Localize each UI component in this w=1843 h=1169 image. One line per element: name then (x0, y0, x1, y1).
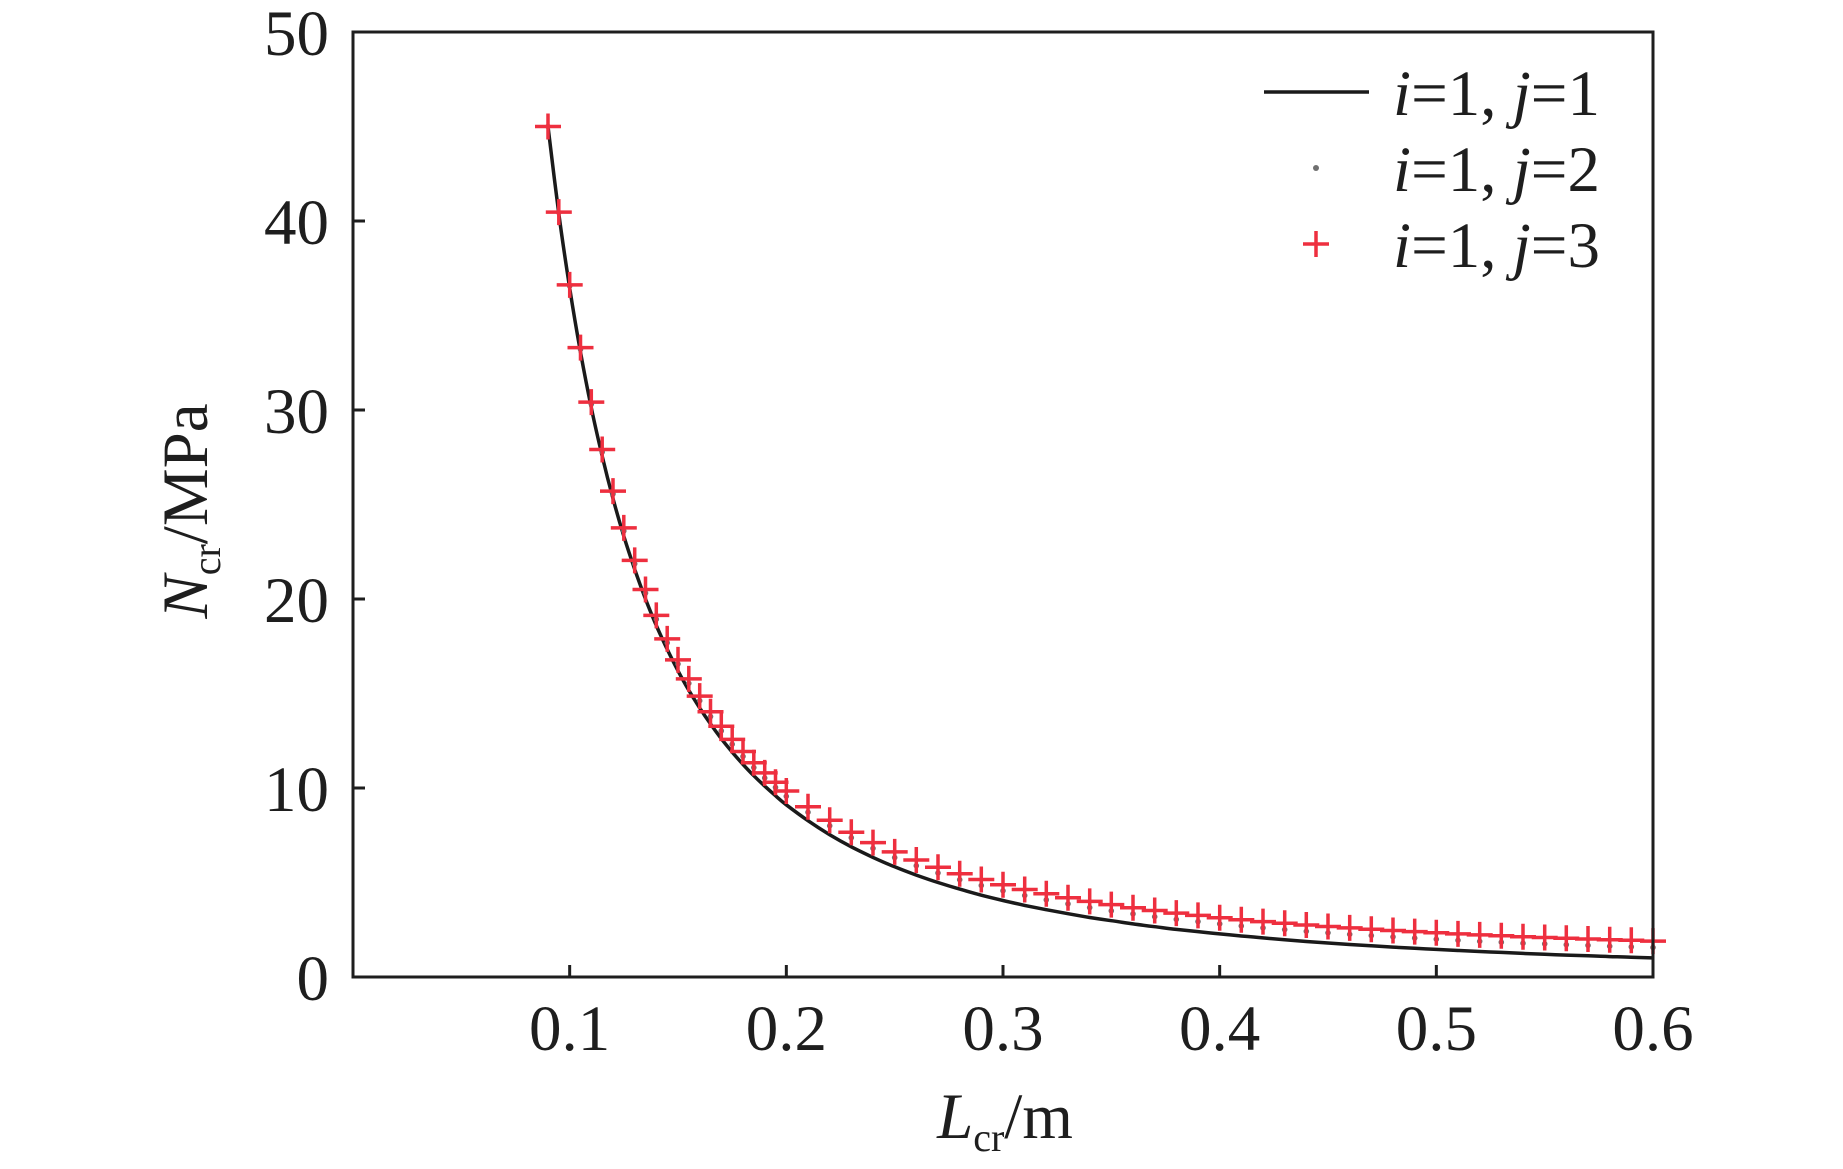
axis-ticks: 0.1 0.2 0.3 0.4 0.5 0.6 0 10 20 30 40 50 (264, 0, 1694, 1065)
data-point-i1j3 (1250, 908, 1276, 935)
data-point-i1j3 (1228, 906, 1255, 933)
y-tick-label: 0 (297, 943, 330, 1015)
data-point-i1j3 (1488, 922, 1515, 949)
legend-label-text: =3 (1531, 210, 1600, 282)
legend-plus-marker (1303, 231, 1329, 257)
data-point-i1j3 (1120, 894, 1146, 921)
data-point-i1j3 (773, 778, 800, 804)
data-point-i1j3 (556, 271, 583, 298)
data-point-i1j3 (610, 514, 637, 541)
data-point-i1j3 (946, 860, 973, 887)
data-point-i1j3 (1033, 880, 1060, 907)
legend-item-i1j2: i=1, j=2 (1313, 134, 1600, 206)
data-point-i1j3 (567, 334, 594, 361)
legend-label: i=1, j=3 (1393, 210, 1600, 282)
x-tick-label: 0.2 (746, 993, 827, 1065)
data-point-i1j3 (535, 113, 561, 140)
legend-label-variable: i (1393, 134, 1411, 206)
y-tick-label: 30 (264, 376, 329, 448)
data-point-i1j3 (1206, 904, 1233, 931)
data-point-i1j3 (730, 738, 756, 765)
legend-label: i=1, j=1 (1393, 58, 1600, 130)
data-point-i1j3 (1358, 916, 1385, 943)
x-tick-label: 0.4 (1179, 993, 1260, 1065)
data-point-i1j3 (697, 698, 724, 725)
data-point-i1j3 (632, 576, 659, 603)
data-point-i1j3 (903, 847, 930, 873)
data-point-i1j3 (1098, 891, 1125, 918)
series-i1j3 (535, 113, 1666, 955)
x-axis-title-unit: /m (1004, 1081, 1073, 1153)
data-point-i1j3 (578, 389, 605, 416)
legend-item-i1j1: i=1, j=1 (1264, 58, 1600, 130)
data-point-i1j3 (708, 713, 735, 740)
data-point-i1j3 (990, 871, 1016, 898)
data-point-i1j3 (1553, 925, 1580, 952)
data-point-i1j3 (675, 665, 702, 692)
data-point-i1j3 (1445, 920, 1471, 947)
x-tick-label: 0.3 (962, 993, 1043, 1065)
legend-label-text: =1, (1411, 210, 1513, 282)
legend-label-variable: i (1393, 210, 1411, 282)
data-point-i1j3 (881, 838, 908, 865)
x-axis-title-variable: L (936, 1081, 973, 1153)
data-point-i1j3 (1076, 888, 1103, 915)
legend-label-text: =1, (1411, 134, 1513, 206)
data-point-i1j3 (1293, 912, 1320, 938)
data-point-i1j3 (719, 726, 746, 753)
data-point-i1j3 (654, 625, 681, 652)
legend-label-text: =2 (1531, 134, 1600, 206)
data-point-i1j3 (1011, 876, 1038, 903)
x-tick-label: 0.1 (529, 993, 610, 1065)
legend-label-text: =1 (1531, 58, 1600, 130)
data-point-i1j3 (1510, 923, 1536, 950)
legend-label-text: =1, (1411, 58, 1513, 130)
data-point-i1j3 (1380, 917, 1406, 944)
data-point-i1j3 (545, 199, 572, 226)
data-point-i1j3 (621, 547, 648, 574)
legend-label: i=1, j=2 (1393, 134, 1600, 206)
data-point-i1j3 (968, 866, 995, 893)
legend: i=1, j=1i=1, j=2i=1, j=3 (1264, 58, 1600, 282)
y-axis-title-subscript: cr (184, 544, 229, 575)
legend-dot-marker (1313, 165, 1319, 171)
data-point-i1j3 (795, 793, 821, 820)
data-point-i1j3 (643, 602, 670, 629)
legend-item-i1j3: i=1, j=3 (1303, 210, 1600, 282)
data-point-i1j3 (665, 646, 691, 673)
data-point-i1j3 (860, 829, 886, 856)
data-point-i1j3 (1423, 919, 1450, 946)
data-point-i1j3 (838, 819, 865, 846)
data-point-i1j3 (600, 478, 626, 505)
data-point-i1j3 (1185, 902, 1211, 929)
y-tick-label: 50 (264, 0, 329, 70)
y-tick-label: 10 (264, 754, 329, 826)
x-axis-title: Lcr/m (936, 1081, 1073, 1160)
data-point-i1j3 (686, 683, 713, 710)
x-axis-title-subscript: cr (973, 1115, 1004, 1160)
y-axis-title: Ncr/MPa (150, 403, 229, 619)
data-point-i1j3 (1163, 900, 1190, 927)
data-point-i1j3 (1141, 897, 1168, 924)
plot-area (535, 113, 1666, 960)
data-point-i1j3 (1575, 926, 1601, 952)
y-axis-title-variable: N (150, 572, 222, 620)
data-point-i1j3 (1055, 884, 1081, 911)
data-point-i1j3 (1315, 913, 1341, 940)
legend-label-variable: i (1393, 58, 1411, 130)
data-point-i1j3 (925, 854, 951, 881)
data-point-i1j3 (589, 436, 616, 463)
data-point-i1j3 (1618, 927, 1645, 954)
y-axis-title-unit: /MPa (150, 403, 222, 544)
y-tick-label: 40 (264, 187, 329, 259)
y-tick-label: 20 (264, 565, 329, 637)
data-point-i1j3 (816, 807, 843, 834)
x-tick-label: 0.6 (1612, 993, 1693, 1065)
x-tick-label: 0.5 (1396, 993, 1477, 1065)
